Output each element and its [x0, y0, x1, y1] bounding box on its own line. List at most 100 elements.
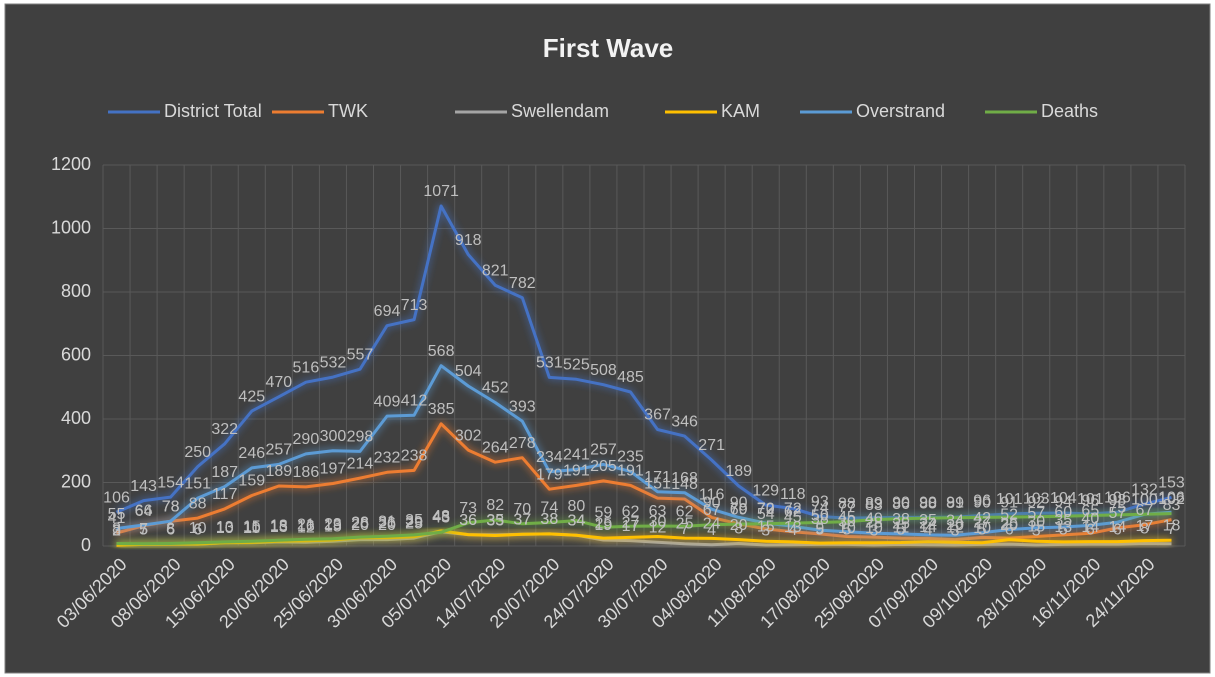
data-label: 271 [698, 437, 725, 454]
data-label: 10 [216, 520, 234, 537]
data-label: 82 [486, 497, 504, 514]
data-label: 6 [1005, 521, 1014, 538]
data-label: 713 [401, 297, 428, 314]
data-label: 34 [946, 512, 964, 529]
data-label: 72 [784, 500, 802, 517]
data-label: 106 [103, 490, 130, 507]
y-tick-label: 600 [61, 344, 91, 364]
data-label: 10 [973, 520, 991, 537]
data-label: 250 [184, 444, 211, 461]
data-label: 90 [973, 495, 991, 512]
data-label: 132 [1131, 481, 1158, 498]
data-label: 15 [270, 518, 288, 535]
data-label: 187 [211, 464, 238, 481]
data-label: 214 [347, 455, 374, 472]
data-label: 300 [320, 428, 347, 445]
data-label: 278 [509, 435, 536, 452]
data-label: 74 [811, 500, 829, 517]
data-label: 86 [892, 496, 910, 513]
data-label: 257 [590, 442, 617, 459]
data-label: 452 [482, 380, 509, 397]
data-label: 106 [1158, 490, 1185, 507]
data-label: 257 [265, 442, 292, 459]
data-label: 103 [1023, 491, 1050, 508]
data-label: 92 [1027, 494, 1045, 511]
data-label: 20 [1000, 517, 1018, 534]
data-label: 13 [216, 519, 234, 536]
data-label: 19 [595, 517, 613, 534]
legend-label: Overstrand [856, 101, 945, 121]
data-label: 57 [1027, 505, 1045, 522]
data-label: 118 [780, 486, 806, 503]
data-label: 5 [139, 522, 148, 539]
data-label: 4 [788, 522, 797, 539]
data-label: 298 [347, 429, 374, 446]
data-label: 197 [320, 461, 347, 478]
data-label: 3 [1032, 522, 1041, 539]
data-label: 90 [892, 495, 910, 512]
data-label: 60 [1054, 504, 1072, 521]
data-label: 78 [162, 498, 180, 515]
data-label: 62 [622, 504, 640, 521]
data-label: 3 [951, 522, 960, 539]
data-label: 154 [157, 474, 184, 491]
data-label: 34 [567, 512, 585, 529]
data-label: 31 [378, 513, 396, 530]
data-label: 42 [973, 510, 991, 527]
data-label: 40 [1081, 511, 1099, 528]
data-label: 151 [184, 475, 211, 492]
data-label: 37 [513, 511, 531, 528]
data-label: 14 [919, 519, 937, 536]
data-label: 10 [838, 520, 856, 537]
data-label: 367 [644, 407, 671, 424]
legend-label: KAM [721, 101, 760, 121]
data-label: 6 [166, 521, 175, 538]
data-label: 241 [563, 447, 590, 464]
data-label: 168 [671, 470, 698, 487]
data-label: 17 [1136, 518, 1154, 535]
data-label: 63 [649, 503, 667, 520]
data-label: 35 [919, 512, 937, 529]
data-label: 8 [112, 521, 121, 538]
data-label: 346 [671, 413, 698, 430]
data-label: 55 [108, 506, 126, 523]
data-label: 59 [595, 504, 613, 521]
data-label: 531 [536, 355, 563, 372]
data-label: 189 [725, 463, 752, 480]
data-label: 13 [784, 519, 802, 536]
data-label: 73 [459, 500, 477, 517]
data-label: 91 [1000, 494, 1018, 511]
data-label: 11 [243, 520, 260, 537]
series-line [116, 422, 1172, 542]
data-label: 45 [784, 509, 802, 526]
data-label: 782 [509, 275, 536, 292]
data-label: 90 [919, 495, 937, 512]
data-label: 4 [707, 522, 716, 539]
data-label: 8 [1140, 521, 1149, 538]
data-label: 98 [1108, 492, 1126, 509]
data-label: 189 [265, 463, 292, 480]
data-label: 26 [351, 515, 369, 532]
legend-label: TWK [328, 101, 368, 121]
y-tick-label: 1000 [51, 217, 91, 237]
data-label: 21 [297, 517, 315, 534]
data-label: 96 [973, 493, 991, 510]
data-label: 15 [1027, 518, 1045, 535]
data-label: 151 [644, 475, 671, 492]
data-label: 67 [703, 502, 721, 519]
data-label: 35 [405, 512, 423, 529]
data-label: 3 [112, 522, 121, 539]
legend-label: Deaths [1041, 101, 1098, 121]
data-label: 72 [757, 500, 775, 517]
data-label: 516 [293, 359, 320, 376]
data-label: 23 [324, 516, 342, 533]
y-tick-label: 1200 [51, 154, 91, 174]
data-label: 5 [1059, 522, 1068, 539]
chart-title: First Wave [543, 33, 674, 63]
data-label: 14 [1108, 519, 1126, 536]
data-label: 33 [486, 513, 504, 530]
data-label: 30 [1027, 514, 1045, 531]
data-label: 88 [189, 495, 207, 512]
data-label: 7 [680, 521, 689, 538]
data-label: 70 [757, 501, 775, 518]
